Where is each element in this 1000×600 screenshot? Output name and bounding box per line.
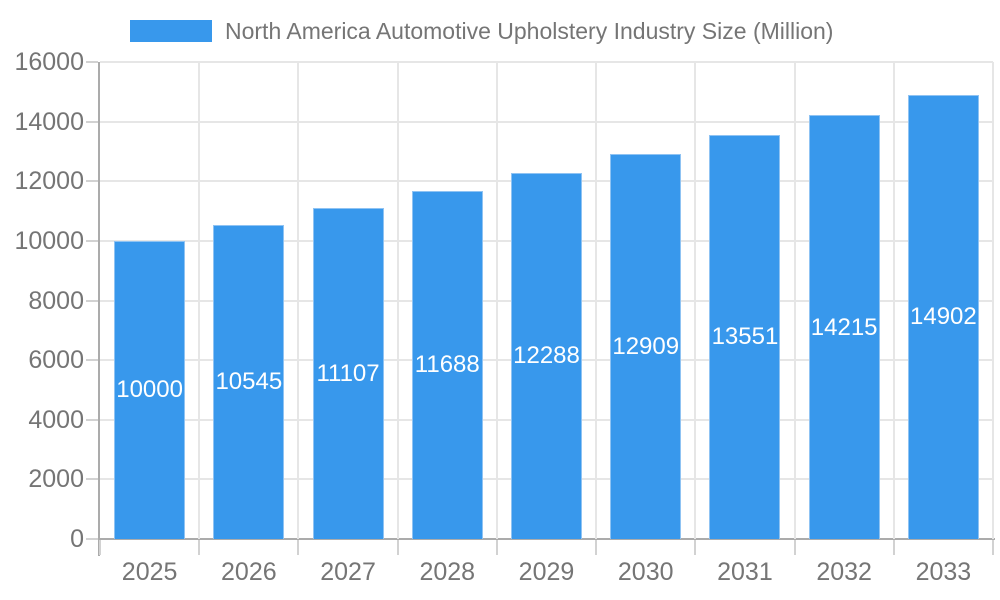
gridline-horizontal	[100, 120, 993, 123]
bar-value-label: 10545	[215, 368, 283, 396]
y-tick-label: 2000	[28, 465, 84, 494]
x-tick-mark	[396, 540, 399, 555]
gridline-vertical	[198, 62, 201, 539]
bar-value-label: 12909	[612, 333, 680, 361]
y-tick-label: 16000	[14, 48, 84, 76]
x-tick-mark	[892, 540, 895, 555]
x-tick-mark	[992, 540, 994, 555]
bar-2029[interactable]: 12288	[511, 172, 582, 539]
bar-value-label: 13551	[711, 323, 779, 351]
gridline-vertical	[297, 62, 300, 539]
x-tick-label: 2031	[717, 558, 773, 586]
gridline-horizontal	[100, 61, 993, 63]
gridline-vertical	[595, 62, 598, 539]
y-tick-mark	[86, 120, 98, 123]
x-tick-mark	[297, 540, 300, 555]
bar-value-label: 11688	[414, 351, 480, 379]
y-axis-line	[98, 62, 100, 556]
x-tick-label: 2032	[816, 558, 872, 586]
x-tick-label: 2030	[617, 558, 674, 586]
bar-2027[interactable]: 11107	[312, 207, 384, 539]
x-tick-mark	[694, 540, 697, 555]
y-tick-mark	[86, 538, 98, 540]
y-tick-mark	[86, 180, 98, 183]
bar-value-label: 11107	[316, 359, 380, 387]
legend-label: North America Automotive Upholstery Indu…	[225, 18, 834, 44]
bar-2031[interactable]: 13551	[709, 135, 781, 539]
gridline-vertical	[892, 62, 895, 539]
plot-area: 10000 10545 11107 11688 12288 12909 13551 14215…	[100, 61, 994, 539]
y-tick-label: 0	[70, 525, 84, 553]
bar-2026[interactable]: 10545	[213, 224, 285, 539]
x-tick-mark	[595, 540, 598, 555]
bar-value-label: 14902	[910, 303, 977, 331]
y-tick-mark	[86, 359, 98, 362]
bar-2028[interactable]: 11688	[411, 190, 483, 539]
bar-2030[interactable]: 12909	[610, 154, 682, 539]
x-tick-mark	[99, 540, 101, 555]
y-tick-mark	[86, 61, 98, 63]
y-tick-label: 10000	[14, 226, 84, 255]
x-tick-label: 2029	[518, 558, 575, 586]
x-tick-label: 2027	[320, 558, 376, 586]
bar-2025[interactable]: 10000	[114, 240, 186, 539]
bar-2033[interactable]: 14902	[907, 94, 979, 539]
legend-swatch	[130, 20, 212, 42]
y-tick-mark	[86, 418, 98, 421]
y-tick-label: 14000	[14, 107, 84, 136]
x-axis-line	[98, 538, 995, 540]
y-tick-label: 8000	[28, 286, 84, 315]
bar-value-label: 14215	[810, 313, 878, 341]
x-tick-mark	[198, 540, 201, 555]
bar-2032[interactable]: 14215	[808, 115, 880, 539]
y-tick-mark	[86, 478, 98, 481]
x-tick-label: 2033	[915, 558, 972, 586]
gridline-vertical	[495, 62, 498, 539]
y-tick-mark	[86, 299, 98, 302]
gridline-vertical	[694, 62, 697, 539]
y-tick-label: 6000	[28, 346, 84, 375]
y-tick-mark	[86, 239, 98, 242]
bar-value-label: 12288	[513, 342, 580, 370]
y-tick-label: 4000	[28, 405, 84, 434]
gridline-vertical	[793, 62, 796, 539]
x-tick-mark	[495, 540, 498, 555]
bar-value-label: 10000	[116, 376, 183, 404]
x-tick-label: 2026	[221, 558, 277, 586]
gridline-vertical	[992, 62, 994, 539]
x-tick-mark	[793, 540, 796, 555]
x-tick-label: 2028	[419, 558, 476, 586]
y-tick-label: 12000	[14, 167, 84, 196]
x-tick-label: 2025	[121, 558, 178, 586]
gridline-vertical	[396, 62, 399, 539]
